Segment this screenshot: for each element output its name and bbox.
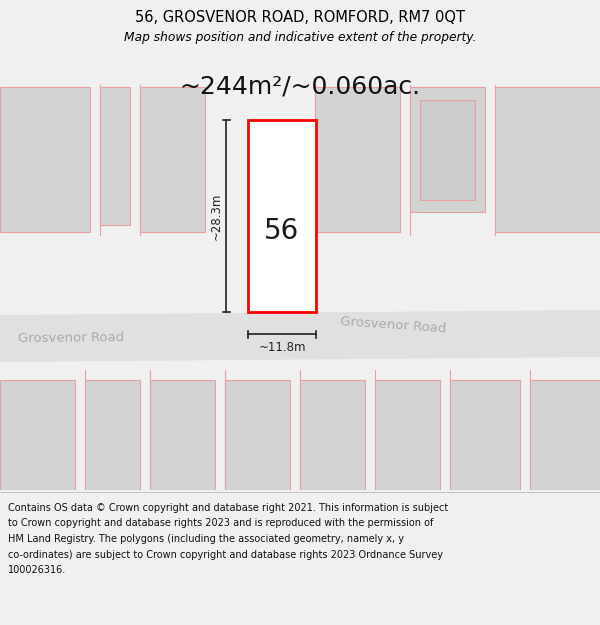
Bar bbox=[315, 87, 400, 232]
Text: Grosvenor Road: Grosvenor Road bbox=[18, 331, 124, 345]
Text: ~244m²/~0.060ac.: ~244m²/~0.060ac. bbox=[179, 75, 421, 99]
Text: 56: 56 bbox=[265, 217, 299, 246]
Text: 56, GROSVENOR ROAD, ROMFORD, RM7 0QT: 56, GROSVENOR ROAD, ROMFORD, RM7 0QT bbox=[135, 11, 465, 26]
Text: co-ordinates) are subject to Crown copyright and database rights 2023 Ordnance S: co-ordinates) are subject to Crown copyr… bbox=[8, 549, 443, 559]
Text: ~11.8m: ~11.8m bbox=[258, 341, 306, 354]
Text: 100026316.: 100026316. bbox=[8, 565, 66, 575]
Bar bbox=[410, 87, 485, 212]
Bar bbox=[85, 380, 140, 490]
Text: Grosvenor Road: Grosvenor Road bbox=[340, 315, 447, 335]
Polygon shape bbox=[0, 310, 600, 362]
Bar bbox=[375, 380, 440, 490]
Bar bbox=[0, 87, 90, 232]
Bar bbox=[530, 380, 600, 490]
Bar bbox=[225, 380, 290, 490]
Bar bbox=[248, 120, 316, 312]
Bar bbox=[495, 87, 600, 232]
Bar bbox=[420, 100, 475, 200]
Bar bbox=[450, 380, 520, 490]
Bar bbox=[150, 380, 215, 490]
Text: HM Land Registry. The polygons (including the associated geometry, namely x, y: HM Land Registry. The polygons (includin… bbox=[8, 534, 404, 544]
Bar bbox=[140, 87, 205, 232]
Text: to Crown copyright and database rights 2023 and is reproduced with the permissio: to Crown copyright and database rights 2… bbox=[8, 519, 433, 529]
Text: ~28.3m: ~28.3m bbox=[209, 192, 223, 239]
Bar bbox=[0, 380, 75, 490]
Bar bbox=[100, 87, 130, 225]
Text: Map shows position and indicative extent of the property.: Map shows position and indicative extent… bbox=[124, 31, 476, 44]
Text: Contains OS data © Crown copyright and database right 2021. This information is : Contains OS data © Crown copyright and d… bbox=[8, 503, 448, 513]
Bar bbox=[300, 380, 365, 490]
